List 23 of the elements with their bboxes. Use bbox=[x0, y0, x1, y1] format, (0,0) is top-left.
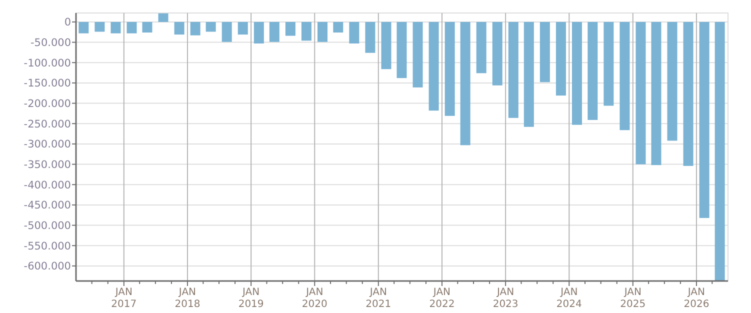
y-tick-label: -150.000 bbox=[24, 78, 71, 90]
y-tick-label: -100.000 bbox=[24, 57, 71, 70]
x-tick-label: JAN 2023 bbox=[492, 287, 518, 310]
x-tick-label: JAN 2017 bbox=[111, 287, 137, 310]
y-tick-label: -300.000 bbox=[24, 138, 71, 151]
x-tick-label: JAN 2018 bbox=[174, 287, 200, 310]
x-tick-label: JAN 2022 bbox=[429, 287, 455, 310]
y-tick-label: 0 bbox=[64, 16, 71, 29]
y-tick-label: -200.000 bbox=[24, 98, 71, 110]
y-tick-label: -350.000 bbox=[24, 158, 71, 171]
x-tick-label: JAN 2020 bbox=[302, 287, 328, 310]
x-tick-label: JAN 2025 bbox=[620, 287, 646, 310]
y-tick-label: -50.000 bbox=[30, 36, 71, 49]
y-tick-label: -250.000 bbox=[24, 118, 71, 130]
y-tick-label: -400.000 bbox=[24, 179, 71, 192]
x-tick-label: JAN 2021 bbox=[366, 287, 392, 310]
y-tick-label: -600.000 bbox=[24, 260, 71, 273]
y-tick-label: -450.000 bbox=[24, 200, 71, 212]
y-tick-label: -500.000 bbox=[24, 220, 71, 232]
x-tick-label: JAN 2024 bbox=[556, 287, 582, 310]
x-tick-label: JAN 2019 bbox=[238, 287, 264, 310]
x-tick-label: JAN 2026 bbox=[684, 287, 710, 310]
y-tick-label: -550.000 bbox=[24, 240, 71, 252]
